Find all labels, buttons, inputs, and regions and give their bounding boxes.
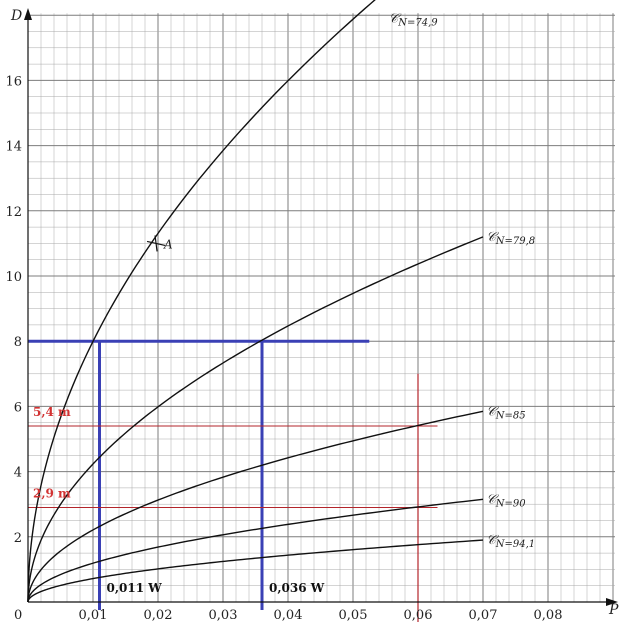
series-line [27, 539, 484, 603]
y-tick-label: 16 [5, 74, 22, 89]
x-tick-label: 0,07 [469, 608, 498, 623]
y-tick-label: 14 [5, 140, 22, 155]
series-line [27, 236, 484, 603]
guide-lines [28, 339, 438, 622]
series-line [27, 498, 484, 603]
y-tick-label: 12 [5, 205, 22, 220]
y-tick-label: 4 [14, 466, 22, 481]
x-tick-label: 0,02 [144, 608, 173, 623]
y-tick-label: 10 [5, 270, 22, 285]
series-label: 𝒞N=94,1 [486, 533, 535, 550]
red-guide-label: 5,4 m [33, 405, 71, 419]
point-a-label: A [163, 237, 173, 251]
x-tick-label: 0,05 [339, 608, 368, 623]
x-tick-label: 0,01 [79, 608, 108, 623]
y-tick-label: 8 [14, 335, 22, 350]
grid [27, 13, 615, 603]
y-axis-arrow [24, 8, 32, 20]
x-tick-label: 0,03 [209, 608, 238, 623]
tick-labels: 0 0,01 0,02 0,03 0,04 0,05 0,06 0,07 0,08 2 4 6 8 10 1… [5, 74, 562, 623]
series-label: 𝒞N=79,8 [486, 230, 535, 247]
y-axis-label: D [10, 8, 22, 24]
x-axis-arrow [606, 598, 618, 606]
x-tick-label: 0,04 [274, 608, 303, 623]
y-tick-label: 2 [14, 531, 22, 546]
y-tick-label: 6 [14, 400, 22, 415]
red-guide-label: 2,9 m [33, 486, 71, 500]
axes: P D [10, 8, 619, 618]
series-line [27, 0, 376, 603]
blue-guide-label: 0,036 W [269, 581, 325, 595]
series-line [27, 410, 484, 603]
point-a-mark [154, 235, 158, 252]
blue-guide-label: 0,011 W [107, 581, 163, 595]
x-tick-label: 0,06 [404, 608, 433, 623]
x-axis-label: P [608, 602, 619, 618]
x-tick-label: 0 [14, 608, 22, 623]
series-label: 𝒞N=90 [486, 492, 526, 509]
x-tick-label: 0,08 [534, 608, 563, 623]
curves [27, 0, 484, 603]
